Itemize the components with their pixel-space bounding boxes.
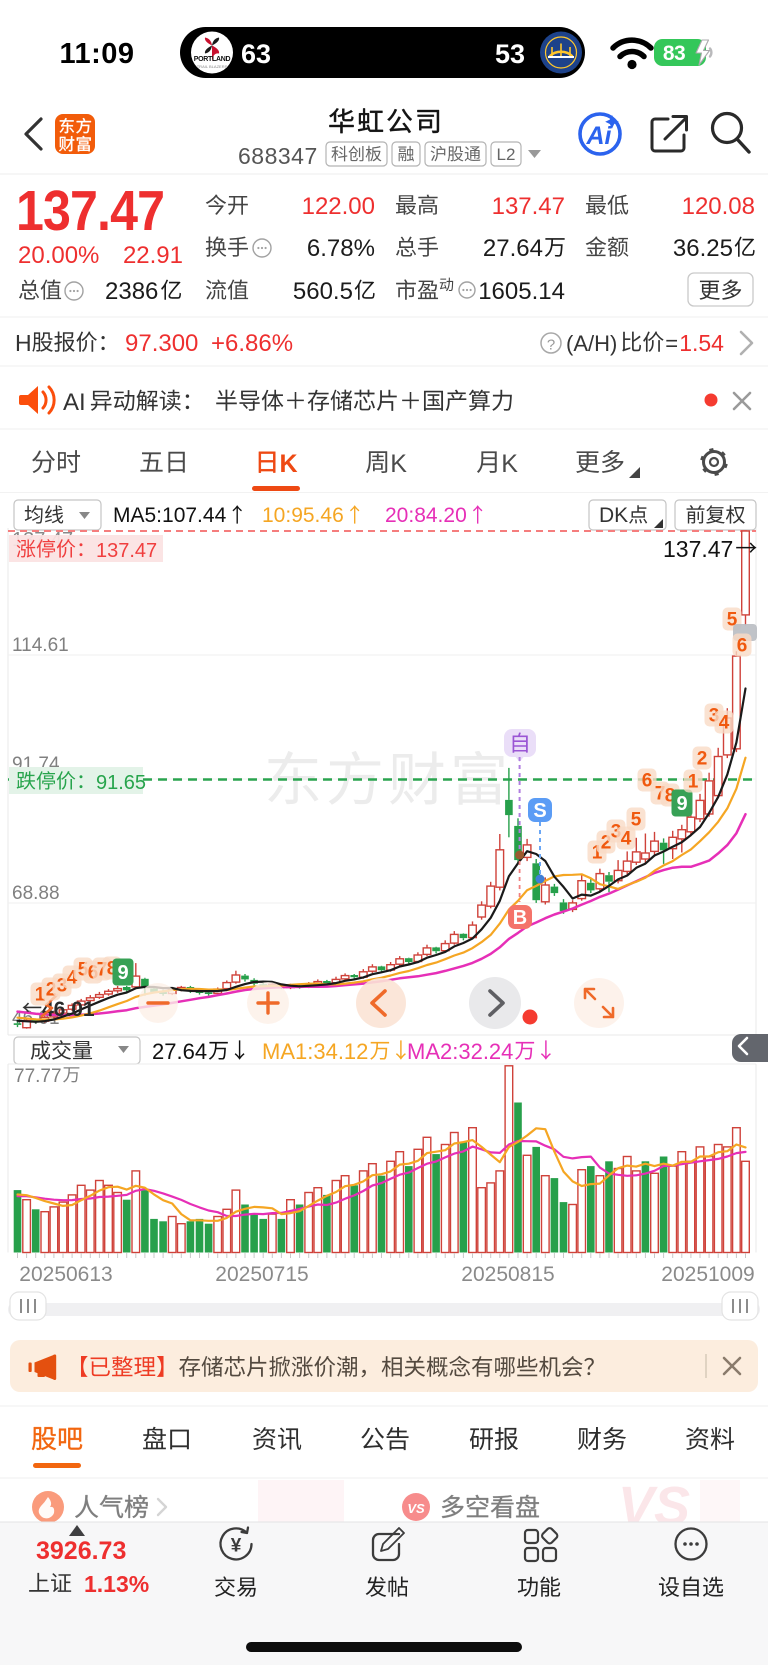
svg-text:3: 3	[57, 976, 68, 997]
svg-text:8: 8	[107, 959, 118, 980]
svg-text:36.25: 36.25	[673, 235, 733, 262]
svg-text:27.64: 27.64	[483, 235, 543, 262]
svg-text:1.54: 1.54	[679, 330, 724, 356]
svg-text:6: 6	[737, 636, 748, 657]
svg-text:Ai: Ai	[586, 122, 613, 150]
svg-text:688347: 688347	[238, 143, 318, 169]
svg-text:=: =	[665, 331, 678, 356]
svg-text:68.88: 68.88	[12, 883, 60, 904]
svg-text:4: 4	[621, 829, 632, 850]
svg-text:22.91: 22.91	[123, 242, 183, 269]
svg-text:1: 1	[592, 843, 603, 864]
svg-text:120.08: 120.08	[682, 193, 755, 220]
svg-text:1605.14: 1605.14	[478, 278, 565, 305]
svg-text:53: 53	[495, 39, 525, 69]
svg-text:K: K	[501, 450, 518, 478]
svg-text:77.77: 77.77	[14, 1066, 62, 1087]
svg-text:(A/H): (A/H)	[566, 331, 617, 356]
svg-text:7: 7	[97, 960, 108, 981]
svg-text:20251009: 20251009	[661, 1263, 754, 1286]
svg-text:3: 3	[709, 706, 720, 727]
svg-text:3926.73: 3926.73	[36, 1537, 126, 1565]
svg-text:H: H	[15, 330, 32, 356]
svg-text:137.47: 137.47	[16, 179, 164, 243]
svg-text:S: S	[533, 800, 546, 822]
svg-text:MA5:107.44: MA5:107.44	[113, 504, 227, 527]
svg-text:46.01: 46.01	[42, 998, 95, 1021]
svg-text:¥: ¥	[231, 1536, 242, 1557]
svg-text:4: 4	[67, 968, 78, 989]
svg-text:MA1:34.12: MA1:34.12	[262, 1039, 368, 1064]
svg-text:63: 63	[241, 39, 271, 69]
svg-text:20:84.20: 20:84.20	[385, 504, 467, 527]
svg-text:?: ?	[547, 337, 555, 354]
svg-text:MA2:32.24: MA2:32.24	[407, 1039, 513, 1064]
svg-text:+6.86%: +6.86%	[211, 330, 293, 357]
svg-text:2386: 2386	[105, 278, 158, 305]
svg-text:137.47: 137.47	[96, 540, 157, 562]
svg-text:3: 3	[611, 822, 622, 843]
svg-text:560.5: 560.5	[293, 278, 353, 305]
svg-text:1: 1	[688, 772, 699, 793]
svg-text:9: 9	[676, 793, 687, 815]
svg-text:AI: AI	[63, 389, 86, 416]
svg-text:20.00%: 20.00%	[18, 242, 99, 269]
svg-text:5: 5	[727, 610, 738, 631]
svg-text:1: 1	[35, 985, 46, 1006]
svg-text:97.300: 97.300	[125, 330, 198, 357]
svg-text:1.13%: 1.13%	[84, 1571, 149, 1597]
svg-text:122.00: 122.00	[302, 193, 375, 220]
svg-text:4: 4	[719, 713, 730, 734]
svg-text:DK: DK	[599, 504, 628, 527]
svg-text:20250613: 20250613	[19, 1263, 112, 1286]
svg-text:91.65: 91.65	[96, 772, 146, 794]
svg-text:5: 5	[78, 960, 89, 981]
svg-text:5: 5	[631, 810, 642, 831]
svg-text:8: 8	[665, 786, 676, 807]
svg-text:10:95.46: 10:95.46	[262, 504, 344, 527]
svg-text:6: 6	[642, 771, 653, 792]
svg-text:20250715: 20250715	[215, 1263, 308, 1286]
svg-text:20250815: 20250815	[461, 1263, 554, 1286]
svg-text:6.78%: 6.78%	[307, 235, 375, 262]
svg-text:B: B	[513, 907, 527, 929]
svg-text:137.47: 137.47	[663, 536, 733, 562]
svg-text:K: K	[280, 450, 298, 478]
svg-text:TRAIL BLAZERS: TRAIL BLAZERS	[197, 64, 228, 69]
svg-text:2: 2	[601, 833, 612, 854]
svg-text:114.61: 114.61	[12, 635, 69, 656]
svg-text:7: 7	[655, 784, 666, 805]
svg-text:K: K	[390, 450, 407, 478]
svg-text:VS: VS	[407, 1501, 425, 1516]
svg-text:PORTLAND: PORTLAND	[194, 56, 231, 63]
svg-text:9: 9	[117, 962, 128, 984]
svg-text:27.64: 27.64	[152, 1039, 207, 1064]
svg-text:137.47: 137.47	[492, 193, 565, 220]
svg-text:L2: L2	[497, 145, 516, 164]
svg-text:11:09: 11:09	[59, 38, 134, 70]
svg-text:83: 83	[663, 42, 685, 65]
svg-text:2: 2	[46, 980, 57, 1001]
svg-text:2: 2	[697, 749, 708, 770]
